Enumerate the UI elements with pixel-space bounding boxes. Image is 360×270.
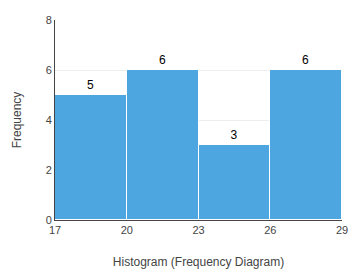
svg-text:Histogram (Frequency Diagram): Histogram (Frequency Diagram)	[113, 255, 284, 269]
svg-text:3: 3	[231, 128, 238, 142]
svg-text:0: 0	[46, 214, 52, 226]
svg-text:23: 23	[192, 224, 204, 236]
svg-text:29: 29	[336, 224, 348, 236]
svg-text:26: 26	[264, 224, 276, 236]
svg-text:Frequency: Frequency	[10, 92, 24, 149]
svg-text:8: 8	[46, 14, 52, 26]
svg-text:2: 2	[46, 164, 52, 176]
svg-text:6: 6	[159, 53, 166, 67]
svg-text:6: 6	[302, 53, 309, 67]
svg-text:20: 20	[121, 224, 133, 236]
svg-text:4: 4	[46, 114, 52, 126]
svg-text:17: 17	[49, 224, 61, 236]
svg-text:5: 5	[87, 78, 94, 92]
svg-text:6: 6	[46, 64, 52, 76]
